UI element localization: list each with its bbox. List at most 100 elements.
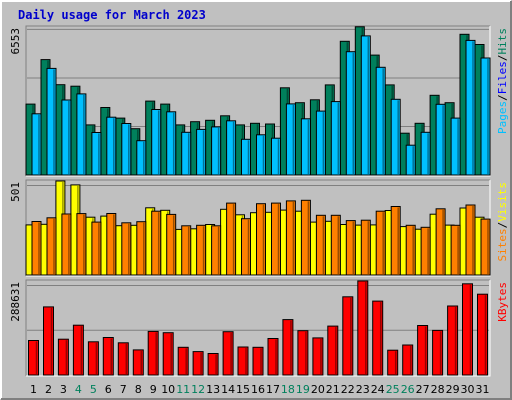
bar-kbytes (462, 283, 473, 376)
bar-files (435, 103, 446, 176)
bar-sites (61, 213, 72, 276)
day-label: 27 (416, 383, 430, 396)
panel-visits-scale-label: 501 (9, 182, 22, 202)
bar-kbytes (417, 325, 429, 376)
bar-files (300, 118, 311, 176)
legend-separator: / (496, 55, 509, 62)
bar-kbytes (222, 331, 234, 376)
bar-files (315, 110, 326, 176)
day-label: 6 (105, 383, 112, 396)
series-files (31, 35, 491, 176)
legend-sites: Sites (496, 228, 509, 261)
day-label: 19 (296, 383, 310, 396)
bar-sites (450, 224, 461, 276)
bar-kbytes (252, 346, 264, 376)
series-sites (31, 199, 491, 276)
bar-kbytes (28, 340, 39, 376)
bar-sites (211, 225, 222, 276)
panel-kbytes-edge-light (26, 280, 491, 377)
bar-kbytes (207, 353, 219, 376)
day-label: 28 (431, 383, 445, 396)
bar-kbytes (282, 319, 294, 376)
bar-sites (241, 218, 251, 276)
day-label: 23 (356, 383, 370, 396)
bar-sites (136, 221, 147, 276)
day-label: 10 (161, 383, 175, 396)
bar-sites (435, 208, 446, 276)
panel-hits-scale-label: 6553 (9, 28, 22, 55)
day-label: 18 (281, 383, 295, 396)
bar-files (166, 111, 177, 176)
bar-kbytes (447, 305, 459, 376)
bar-files (106, 116, 117, 176)
legend-pages: Pages (496, 101, 509, 134)
day-label: 30 (461, 383, 475, 396)
day-label: 1 (30, 383, 37, 396)
bar-kbytes (72, 324, 84, 376)
bar-sites (330, 214, 341, 276)
bar-sites (121, 222, 132, 276)
legend-kbytes: KBytes (496, 282, 509, 322)
day-label: 11 (176, 383, 190, 396)
bar-files (211, 126, 222, 176)
bar-files (285, 103, 296, 176)
bar-kbytes (117, 342, 129, 376)
bar-files (420, 131, 431, 176)
panel-visits-legend: Sites/Visits (496, 182, 509, 262)
day-label: 5 (90, 383, 97, 396)
day-label: 17 (266, 383, 280, 396)
panel-visits-edge-light (26, 180, 491, 277)
bar-files (31, 113, 42, 176)
bar-files (465, 39, 476, 176)
bar-files (390, 98, 401, 176)
bar-sites (76, 213, 87, 276)
bar-kbytes (177, 346, 189, 376)
bar-files (256, 134, 266, 176)
panel-visits: 501 Sites/Visits (9, 179, 509, 277)
bar-kbytes (327, 325, 339, 376)
day-label: 16 (251, 383, 265, 396)
bar-files (375, 66, 386, 176)
bar-sites (226, 202, 237, 276)
chart-panels: 6553Pages/Files/Hits501Sites/Visits28863… (9, 25, 509, 377)
day-label: 14 (221, 383, 235, 396)
day-label: 24 (371, 383, 385, 396)
panel-kbytes-scale-label: 288631 (9, 282, 22, 322)
day-label: 29 (446, 383, 460, 396)
bar-sites (480, 218, 491, 276)
bar-kbytes (237, 346, 249, 376)
day-labels: 1 2 3 4 5 6 7 8 9 10 11 12 13 14 15 16 17 18 19 20 21 22 23 24 2… (30, 383, 490, 396)
bar-sites (420, 226, 431, 276)
bar-files (345, 51, 356, 176)
panel-hits-legend: Pages/Files/Hits (496, 28, 509, 134)
bar-sites (390, 206, 401, 276)
bar-kbytes (147, 330, 159, 376)
legend-separator: / (496, 222, 509, 229)
bar-sites (166, 213, 177, 276)
panel-kbytes-legend: KBytes (496, 282, 509, 322)
bar-sites (465, 204, 476, 276)
chart-title: Daily usage for March 2023 (18, 8, 206, 22)
day-label: 25 (386, 383, 400, 396)
bar-files (226, 120, 237, 176)
day-label: 4 (75, 383, 82, 396)
day-label: 12 (191, 383, 205, 396)
bar-kbytes (357, 280, 369, 376)
bar-files (181, 131, 192, 176)
bar-sites (271, 202, 281, 276)
bar-sites (31, 221, 42, 276)
bar-kbytes (87, 341, 99, 376)
bar-sites (196, 224, 207, 276)
bar-sites (181, 225, 192, 276)
bar-kbytes (267, 338, 279, 376)
day-label: 22 (341, 383, 355, 396)
bar-files (121, 123, 132, 176)
bar-kbytes (432, 329, 444, 376)
bar-kbytes (162, 332, 174, 376)
day-label: 20 (311, 383, 325, 396)
day-label: 9 (150, 383, 157, 396)
panel-kbytes-edge-dark (25, 279, 490, 376)
day-label: 15 (236, 383, 250, 396)
day-label: 8 (135, 383, 142, 396)
